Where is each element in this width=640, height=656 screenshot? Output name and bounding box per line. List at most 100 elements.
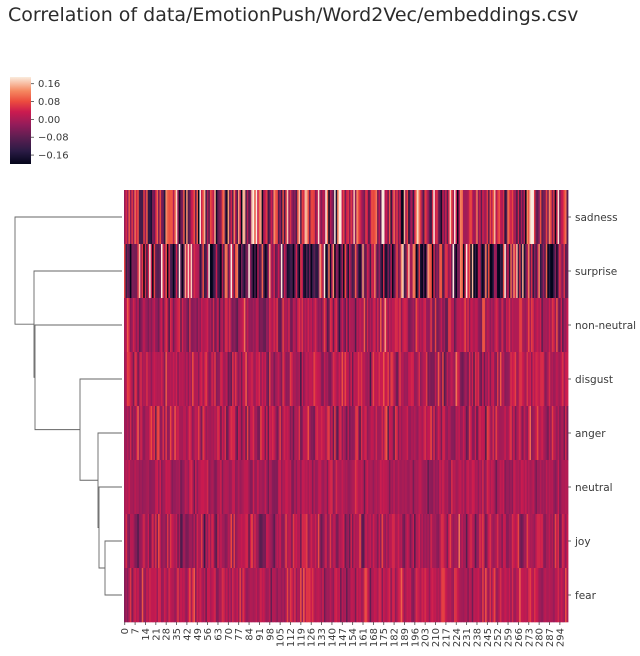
- heatmap-cell: [196, 514, 199, 569]
- heatmap-cell: [283, 352, 286, 407]
- heatmap-cell: [334, 244, 337, 299]
- heatmap-cell: [541, 460, 544, 515]
- heatmap-cell: [174, 514, 177, 569]
- heatmap-cell: [172, 406, 175, 461]
- heatmap-cell: [525, 352, 527, 407]
- heatmap-cell: [261, 298, 264, 353]
- heatmap-cell: [371, 352, 374, 407]
- heatmap-cell: [190, 244, 193, 299]
- heatmap-cell: [420, 190, 422, 245]
- heatmap-cell: [477, 190, 480, 245]
- heatmap-cell: [230, 460, 233, 515]
- heatmap-cell: [266, 460, 268, 515]
- heatmap-cell: [141, 406, 144, 461]
- heatmap-cell: [261, 568, 264, 623]
- heatmap-cell: [418, 406, 421, 461]
- heatmap-cell: [491, 514, 493, 569]
- heatmap-cell: [165, 514, 168, 569]
- heatmap-cell: [291, 460, 294, 515]
- heatmap-cell: [458, 298, 461, 353]
- heatmap-cell: [220, 190, 223, 245]
- heatmap-cell: [313, 460, 316, 515]
- heatmap-cell: [257, 298, 260, 353]
- heatmap-cell: [526, 406, 529, 461]
- heatmap-cell: [538, 352, 541, 407]
- heatmap-cell: [322, 352, 325, 407]
- heatmap-cell: [274, 568, 277, 623]
- heatmap-cell: [566, 190, 569, 245]
- heatmap-cell: [544, 298, 547, 353]
- heatmap-cell: [492, 352, 495, 407]
- heatmap-cell: [533, 244, 536, 299]
- heatmap-cell: [140, 568, 143, 623]
- heatmap-cell: [486, 244, 489, 299]
- heatmap-cell: [393, 190, 396, 245]
- heatmap-cell: [457, 460, 459, 515]
- heatmap-cell: [488, 568, 490, 623]
- heatmap-cell: [251, 244, 254, 299]
- heatmap-cell: [455, 298, 458, 353]
- heatmap-cell: [245, 352, 248, 407]
- heatmap-cell: [538, 406, 541, 461]
- heatmap-cell: [199, 406, 202, 461]
- heatmap-cell: [146, 568, 149, 623]
- heatmap-cell: [347, 190, 350, 245]
- heatmap-cell: [359, 406, 362, 461]
- heatmap-cell: [522, 568, 524, 623]
- heatmap-cell: [242, 406, 245, 461]
- heatmap-cell: [448, 190, 450, 245]
- heatmap-cell: [366, 244, 369, 299]
- heatmap-cell: [440, 568, 443, 623]
- heatmap-cell: [144, 568, 147, 623]
- heatmap-cell: [390, 190, 393, 245]
- heatmap-cell: [360, 244, 363, 299]
- heatmap-cell: [243, 514, 246, 569]
- heatmap-cell: [566, 514, 569, 569]
- heatmap-cell: [397, 244, 400, 299]
- heatmap-cell: [363, 568, 366, 623]
- heatmap-cell: [230, 514, 233, 569]
- heatmap-cell: [480, 514, 483, 569]
- heatmap-cell: [199, 460, 202, 515]
- heatmap-cell: [132, 568, 135, 623]
- heatmap-cell: [303, 352, 305, 407]
- column-tick-label: 105: [276, 628, 287, 647]
- heatmap-cell: [531, 352, 533, 407]
- heatmap-cell: [132, 352, 135, 407]
- heatmap-cell: [383, 460, 385, 515]
- heatmap-cell: [277, 514, 280, 569]
- heatmap-cell: [192, 514, 194, 569]
- heatmap-cell: [545, 298, 548, 353]
- heatmap-cell: [263, 568, 265, 623]
- heatmap-cell: [414, 460, 416, 515]
- heatmap-cell: [566, 568, 569, 623]
- heatmap-cell: [525, 190, 527, 245]
- heatmap-cell: [391, 244, 394, 299]
- heatmap-cell: [314, 244, 317, 299]
- heatmap-cell: [445, 406, 448, 461]
- heatmap-cell: [274, 406, 277, 461]
- heatmap-cell: [274, 514, 277, 569]
- heatmap-cell: [131, 514, 134, 569]
- heatmap-cell: [280, 298, 283, 353]
- heatmap-cell: [348, 514, 351, 569]
- heatmap-cell: [520, 298, 523, 353]
- heatmap-cell: [363, 352, 366, 407]
- heatmap-cell: [479, 568, 482, 623]
- heatmap-cell: [486, 460, 489, 515]
- heatmap-cell: [440, 406, 443, 461]
- heatmap-cell: [203, 406, 206, 461]
- heatmap-cell: [513, 190, 516, 245]
- heatmap-cell: [208, 460, 211, 515]
- heatmap-cell: [535, 460, 538, 515]
- heatmap-cell: [502, 190, 505, 245]
- heatmap-cell: [235, 514, 237, 569]
- heatmap-cell: [365, 244, 368, 299]
- heatmap-cell: [267, 568, 270, 623]
- heatmap-cell: [510, 460, 513, 515]
- heatmap-cell: [243, 568, 246, 623]
- heatmap-cell: [377, 190, 379, 245]
- heatmap-cell: [351, 460, 354, 515]
- heatmap-cell: [482, 406, 485, 461]
- heatmap-cell: [340, 352, 342, 407]
